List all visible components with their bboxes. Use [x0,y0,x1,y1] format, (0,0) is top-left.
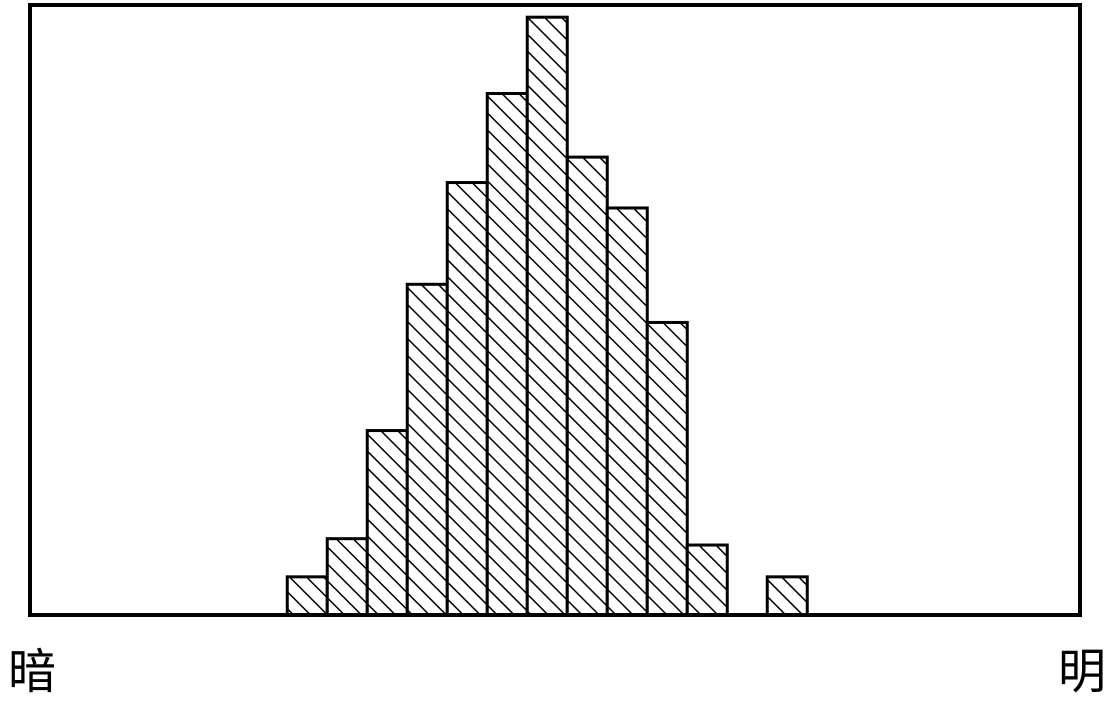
histogram-bar [367,431,407,615]
histogram-bar [407,284,447,615]
histogram-bar [607,208,647,615]
x-axis-label-dark: 暗 [8,632,56,702]
histogram-bar [687,545,727,615]
x-axis-label-bright: 明 [1058,632,1106,702]
histogram-bar [647,322,687,615]
histogram-bar [327,539,367,615]
histogram-bar [767,577,807,615]
histogram-bar [567,157,607,615]
histogram-bar [527,17,567,615]
chart-container: 暗 明 [0,0,1111,705]
histogram-bar [447,183,487,615]
histogram-chart [0,0,1111,705]
histogram-bar [287,577,327,615]
histogram-bar [487,94,527,615]
